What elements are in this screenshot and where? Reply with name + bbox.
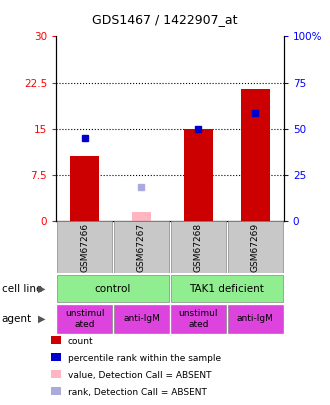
Text: control: control — [95, 284, 131, 294]
Bar — [114, 305, 169, 333]
Bar — [51, 370, 61, 378]
Bar — [228, 221, 283, 273]
Text: GSM67266: GSM67266 — [80, 222, 89, 272]
Bar — [57, 275, 169, 302]
Text: GSM67268: GSM67268 — [194, 222, 203, 272]
Bar — [171, 221, 226, 273]
Text: anti-IgM: anti-IgM — [237, 314, 274, 324]
Bar — [132, 211, 151, 221]
Text: count: count — [68, 337, 93, 345]
Bar — [57, 305, 112, 333]
Text: TAK1 deficient: TAK1 deficient — [189, 284, 264, 294]
Text: ▶: ▶ — [38, 284, 45, 294]
Text: rank, Detection Call = ABSENT: rank, Detection Call = ABSENT — [68, 388, 207, 396]
Bar — [51, 387, 61, 395]
Bar — [51, 353, 61, 361]
Bar — [241, 89, 270, 221]
Text: GDS1467 / 1422907_at: GDS1467 / 1422907_at — [92, 13, 238, 26]
Bar — [184, 129, 213, 221]
Text: ▶: ▶ — [38, 314, 45, 324]
Bar — [171, 305, 226, 333]
Text: percentile rank within the sample: percentile rank within the sample — [68, 354, 221, 362]
Text: unstimul
ated: unstimul ated — [65, 309, 104, 328]
Bar — [57, 221, 112, 273]
Text: anti-IgM: anti-IgM — [123, 314, 160, 324]
Text: GSM67269: GSM67269 — [251, 222, 260, 272]
Bar — [70, 156, 99, 221]
Bar — [228, 305, 283, 333]
Text: agent: agent — [2, 314, 32, 324]
Text: value, Detection Call = ABSENT: value, Detection Call = ABSENT — [68, 371, 211, 379]
Bar — [171, 275, 283, 302]
Text: cell line: cell line — [2, 284, 42, 294]
Text: unstimul
ated: unstimul ated — [179, 309, 218, 328]
Bar — [114, 221, 169, 273]
Text: GSM67267: GSM67267 — [137, 222, 146, 272]
Bar — [51, 336, 61, 344]
